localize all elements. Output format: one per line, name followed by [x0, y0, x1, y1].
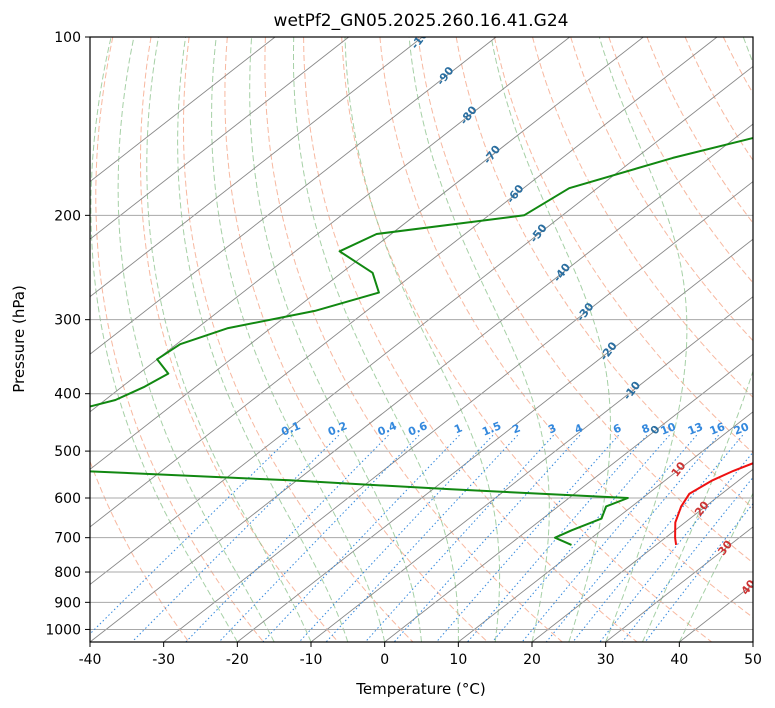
x-tick-label: -30: [152, 652, 175, 668]
dry-adiabat-line: [417, 37, 753, 564]
x-tick-label: 20: [523, 652, 541, 668]
mixing-ratio-label: 2: [510, 421, 522, 436]
isotherm-line: [90, 37, 350, 240]
isotherm-line: [605, 526, 753, 642]
dry-adiabats: [90, 37, 753, 642]
dry-adiabat-line: [646, 37, 753, 224]
isotherm-line: [310, 296, 753, 642]
mixing-ratio-label: 13: [686, 420, 705, 438]
mixing-ratio-line: [131, 434, 340, 642]
y-tick-label: 1000: [45, 622, 81, 638]
x-tick-label: -20: [226, 652, 249, 668]
moist-adiabat-line: [117, 37, 275, 642]
x-tick-label: 0: [380, 652, 389, 668]
y-axis-ticks: 100 200 300 400 500 600 700 800 900 1000: [45, 30, 90, 638]
y-tick-label: 800: [54, 565, 81, 581]
mixing-ratio-line: [622, 476, 753, 642]
moist-adiabat-line: [598, 37, 688, 642]
x-axis-ticks: -40 -30 -20 -10 0 10 20 30 40 50: [79, 642, 762, 668]
dry-adiabat-line: [570, 37, 753, 342]
mixing-ratio-line: [644, 502, 753, 642]
isotherm-line: [384, 353, 753, 642]
dry-adiabat-line: [379, 37, 753, 619]
mixing-ratio-labels: 0.10.20.40.611.52346810131620253036: [279, 419, 751, 438]
moist-adiabat-line: [678, 492, 753, 642]
dry-adiabat-line: [303, 37, 638, 642]
dry-adiabat-line: [182, 37, 414, 642]
y-axis-label: Pressure (hPa): [10, 285, 28, 393]
mixing-ratio-line: [364, 434, 554, 642]
x-tick-label: 30: [597, 652, 615, 668]
isotherm-line: [237, 238, 753, 642]
isotherm-line: [90, 37, 423, 298]
mixing-ratio-label: 8: [640, 421, 652, 436]
dry-adiabat-line: [608, 37, 753, 284]
mixing-ratio-line: [467, 434, 648, 642]
mixing-ratio-line: [491, 434, 670, 642]
moist-adiabat-line: [490, 37, 611, 642]
mixing-ratio-label: 16: [708, 420, 727, 438]
y-tick-label: 900: [54, 595, 81, 611]
dry-adiabat-line: [139, 37, 339, 642]
mixing-ratio-label: 20: [732, 420, 751, 438]
dry-adiabat-line: [264, 37, 563, 642]
dry-adiabat-line: [90, 460, 190, 642]
moist-adiabat-line: [177, 37, 349, 642]
moist-adiabat-line: [408, 37, 550, 642]
moist-adiabat-line: [90, 37, 238, 642]
y-tick-label: 400: [54, 387, 81, 403]
isotherm-line: [90, 37, 718, 528]
isotherm-line: [531, 468, 753, 642]
isotherm-line: [163, 181, 753, 642]
moist-adiabat-line: [249, 37, 422, 642]
isotherm-line: [90, 65, 753, 586]
isobars: [90, 37, 753, 630]
isotherm-line: [90, 37, 644, 470]
mixing-ratio-label: 1: [452, 421, 464, 436]
isotherm-line: [90, 37, 571, 413]
mixing-ratio-line: [185, 434, 389, 642]
dry-adiabat-line: [341, 37, 713, 642]
y-tick-label: 500: [54, 444, 81, 460]
isotherm-line: [90, 123, 753, 642]
x-tick-label: 10: [449, 652, 467, 668]
temperature-profile-line: [674, 462, 753, 546]
mixing-ratio-label: 10: [659, 420, 678, 438]
plot-frame: [89, 36, 754, 643]
mixing-ratio-line: [90, 434, 293, 635]
isotherm-line: [90, 37, 497, 355]
isotherms: [90, 37, 753, 642]
mixing-ratio-line: [572, 434, 744, 642]
isotherm-line: [458, 411, 753, 642]
plot-area: -100-90-80-70-60-50-40-30-20-10010203040…: [90, 37, 753, 642]
x-tick-label: -40: [79, 652, 102, 668]
x-axis-label: Temperature (°C): [355, 680, 485, 698]
x-tick-label: -10: [300, 652, 323, 668]
dry-adiabat-line: [95, 37, 264, 642]
mixing-ratio-line: [521, 434, 698, 642]
dewpoint-profile-line: [90, 136, 753, 546]
dry-adiabat-line: [224, 37, 488, 642]
x-tick-label: 40: [670, 652, 688, 668]
mixing-ratio-line: [218, 434, 420, 642]
x-tick-label: 50: [744, 652, 762, 668]
moist-adiabat-line: [211, 37, 386, 642]
moist-adiabat-line: [642, 37, 753, 642]
y-tick-label: 300: [54, 313, 81, 329]
mixing-ratio-line: [545, 434, 719, 642]
y-tick-label: 100: [54, 30, 81, 46]
y-tick-label: 200: [54, 208, 81, 224]
y-tick-label: 600: [54, 491, 81, 507]
isotherm-line: [90, 37, 276, 183]
moist-adiabat-line: [344, 37, 501, 642]
dry-adiabat-line: [455, 37, 753, 509]
sounding-profiles: [90, 136, 753, 546]
mixing-ratio-label: 3: [546, 421, 558, 436]
chart-title: wetPf2_GN05.2025.260.16.41.G24: [274, 11, 569, 31]
y-tick-label: 700: [54, 531, 81, 547]
mixing-ratio-line: [298, 434, 494, 642]
